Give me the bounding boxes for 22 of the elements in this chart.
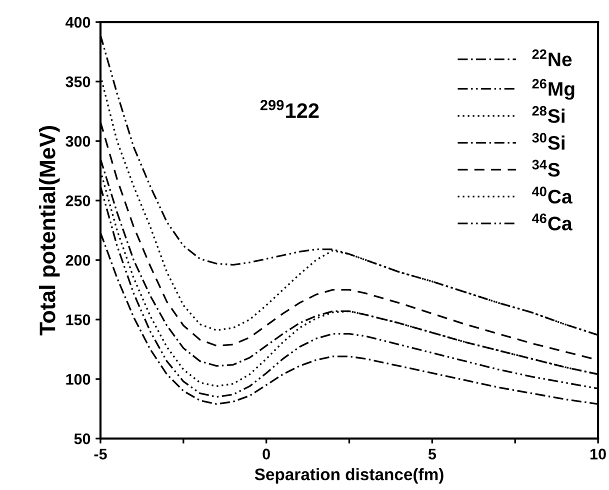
legend-label: $^{22}$Ne [532, 49, 572, 66]
annotation: $^{299}$122 [260, 100, 319, 118]
x-tick-label: 10 [590, 448, 606, 460]
x-tick-label: 0 [262, 448, 270, 460]
legend-label: $^{46}$Ca [532, 214, 572, 230]
y-tick-label: 200 [66, 254, 90, 266]
y-axis-title: Total potential(MeV) [39, 126, 60, 336]
x-tick-label: -5 [94, 448, 107, 460]
y-tick-label: 150 [66, 314, 90, 326]
y-tick-label: 300 [66, 136, 90, 147]
legend-label: $^{30}$Si [532, 132, 564, 150]
legend-label: $^{28}$Si [532, 106, 564, 123]
y-tick-label: 350 [66, 76, 90, 88]
y-tick-label: 250 [66, 195, 90, 206]
legend-label: $^{40}$Ca [532, 186, 572, 204]
y-tick-label: 100 [66, 374, 90, 385]
legend-label: $^{34}$S [532, 160, 560, 177]
x-axis-title: Separation distance(fm) [254, 468, 444, 484]
y-tick-label: 50 [74, 433, 90, 444]
y-tick-label: 400 [66, 16, 90, 28]
legend-label: $^{26}$Mg [532, 78, 574, 100]
x-tick-label: 5 [428, 448, 436, 460]
